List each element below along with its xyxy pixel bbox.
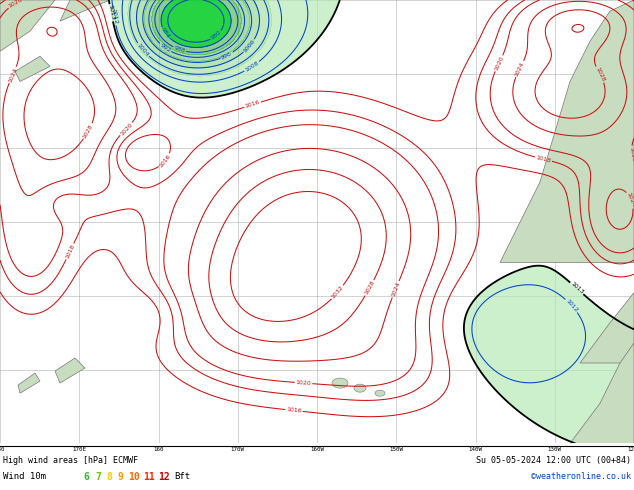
Polygon shape [580,293,634,363]
Text: 980: 980 [210,30,223,41]
Text: 1028: 1028 [82,123,94,139]
Text: 1000: 1000 [243,39,256,53]
Polygon shape [60,0,110,21]
Text: 1020: 1020 [8,0,24,9]
Text: Wind 10m: Wind 10m [3,472,46,481]
Text: 1016: 1016 [245,100,261,109]
Text: 1012: 1012 [565,298,579,313]
Text: 140W: 140W [469,447,482,452]
Text: 160: 160 [153,447,164,452]
Text: 996: 996 [220,50,233,60]
Text: ©weatheronline.co.uk: ©weatheronline.co.uk [531,472,631,481]
Text: 1012: 1012 [110,8,118,25]
Text: 1018: 1018 [64,244,75,260]
Text: 988: 988 [173,45,186,54]
Text: 992: 992 [159,42,172,53]
Polygon shape [0,0,55,51]
Text: 1013: 1013 [569,281,585,295]
Text: 1024: 1024 [514,61,526,77]
Text: 1024: 1024 [8,67,18,83]
Text: Su 05-05-2024 12:00 UTC (00+84): Su 05-05-2024 12:00 UTC (00+84) [476,456,631,465]
Text: 170W: 170W [231,447,245,452]
Text: 1020: 1020 [493,55,505,72]
Text: 12: 12 [158,472,170,482]
Ellipse shape [332,378,348,388]
Ellipse shape [375,390,385,396]
Text: 1020: 1020 [628,147,634,163]
Text: 1028: 1028 [364,280,375,296]
Polygon shape [500,0,634,263]
Text: 120W: 120W [627,447,634,452]
Text: 150W: 150W [389,447,403,452]
Text: 1016: 1016 [158,153,172,169]
Text: 1016: 1016 [286,407,302,414]
Text: 1024: 1024 [626,192,634,208]
Text: 1020: 1020 [295,380,311,386]
Text: 10: 10 [128,472,139,482]
Text: 8: 8 [106,472,112,482]
Text: 1024: 1024 [391,281,401,297]
Text: 130W: 130W [548,447,562,452]
Text: Bft: Bft [174,472,190,481]
Polygon shape [55,358,85,383]
Text: 170E: 170E [72,447,86,452]
Text: 1020: 1020 [119,122,133,136]
Text: 1008: 1008 [244,60,260,73]
Text: 11: 11 [143,472,155,482]
Text: 984: 984 [160,27,171,40]
Text: 1013: 1013 [107,4,115,21]
Ellipse shape [354,384,366,392]
Text: 6: 6 [83,472,89,482]
Text: High wind areas [hPa] ECMWF: High wind areas [hPa] ECMWF [3,456,138,465]
Text: 7: 7 [95,472,101,482]
Polygon shape [15,56,50,81]
Text: 1032: 1032 [330,285,345,300]
Text: 9: 9 [117,472,123,482]
Polygon shape [18,373,40,393]
Text: 1028: 1028 [595,66,605,83]
Text: 180: 180 [0,447,5,452]
Text: 1018: 1018 [535,155,552,164]
Text: 1004: 1004 [136,43,150,57]
Polygon shape [570,343,634,443]
Text: 160W: 160W [310,447,324,452]
